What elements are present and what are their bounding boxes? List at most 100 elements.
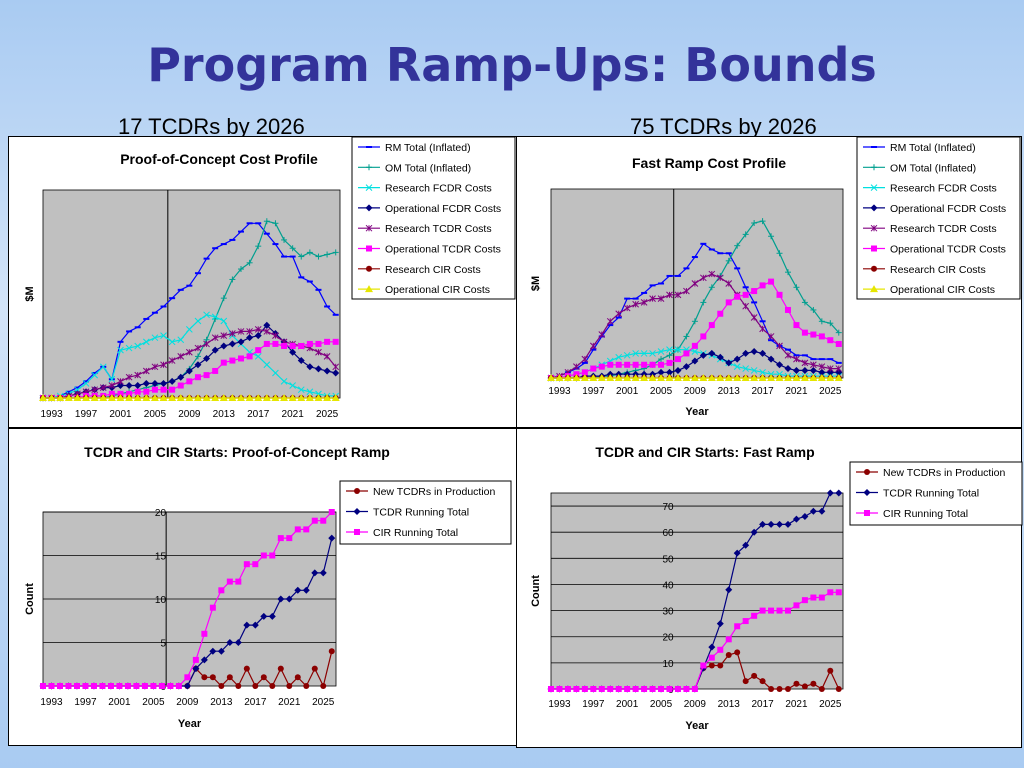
- data-point-b: [108, 375, 116, 383]
- legend-label: RM Total (Inflated): [890, 142, 976, 154]
- data-point: [658, 361, 665, 368]
- data-point: [286, 535, 293, 542]
- data-point: [294, 586, 302, 594]
- data-point: [741, 374, 750, 381]
- data-point: [143, 388, 150, 395]
- x-tick-label: 2017: [247, 409, 270, 420]
- x-tick-label: 2013: [718, 699, 741, 710]
- data-point: [229, 357, 236, 364]
- data-point: [590, 365, 597, 372]
- data-point: [203, 340, 210, 348]
- data-point: [623, 374, 632, 381]
- data-point: [792, 515, 800, 523]
- data-point: [255, 347, 262, 354]
- data-point: [194, 353, 201, 360]
- data-point-b: [134, 342, 142, 350]
- legend-entry: Operational FCDR Costs: [358, 203, 501, 215]
- data-point: [235, 578, 242, 585]
- data-point: [289, 382, 297, 389]
- x-tick-label: 1997: [582, 699, 605, 710]
- data-point: [690, 374, 699, 381]
- data-point: [254, 326, 262, 333]
- chart-svg-3: TCDR and CIR Starts: Fast Ramp 10 20 30 40 50…: [530, 444, 1023, 732]
- data-point: [125, 382, 133, 390]
- data-point: [99, 363, 107, 371]
- data-point: [691, 686, 698, 692]
- data-point: [742, 349, 750, 357]
- data-point: [742, 618, 749, 625]
- data-point: [783, 374, 792, 381]
- legend-marker: [353, 508, 361, 515]
- data-point-b: [272, 369, 279, 377]
- data-point: [245, 394, 254, 401]
- data-point: [254, 353, 262, 360]
- legend-label: Operational TCDR Costs: [385, 244, 501, 256]
- data-point: [750, 374, 759, 381]
- data-point: [56, 394, 65, 401]
- data-point: [691, 357, 699, 365]
- x-tick-label: 1997: [75, 409, 98, 420]
- data-point: [632, 300, 639, 308]
- legend-entry: Operational TCDR Costs: [863, 244, 1006, 256]
- y-tick-label: 5: [160, 639, 166, 650]
- left-heading: 17 TCDRs by 2026: [118, 114, 305, 139]
- data-point: [306, 340, 313, 347]
- data-point: [768, 278, 775, 285]
- data-point: [641, 361, 648, 368]
- data-point-b: [623, 351, 631, 359]
- data-point: [311, 569, 319, 577]
- data-point: [606, 374, 615, 381]
- data-point: [810, 594, 817, 601]
- legend-entry: RM Total (Inflated): [358, 142, 471, 154]
- data-point: [39, 394, 47, 401]
- data-point: [751, 220, 758, 227]
- y-tick-label: 50: [663, 554, 675, 565]
- legend-entry: CIR Running Total: [856, 508, 968, 520]
- data-point: [649, 686, 656, 692]
- data-point: [767, 520, 775, 528]
- data-point: [818, 363, 826, 371]
- legend-marker: [870, 184, 878, 191]
- data-point: [328, 534, 336, 542]
- data-point-b: [297, 386, 305, 394]
- data-point: [606, 317, 614, 325]
- data-point: [750, 348, 758, 356]
- data-point: [641, 686, 648, 692]
- data-point-b: [674, 346, 682, 354]
- data-point: [142, 394, 151, 401]
- data-point: [733, 363, 741, 371]
- data-point: [177, 353, 185, 360]
- data-point-b: [666, 346, 673, 354]
- data-point: [332, 369, 340, 377]
- data-point-b: [168, 338, 176, 346]
- data-point: [125, 394, 134, 401]
- data-point: [229, 276, 236, 283]
- data-point: [700, 662, 707, 669]
- x-tick-label: 2013: [210, 697, 233, 708]
- data-point: [649, 361, 656, 368]
- data-point: [168, 357, 176, 364]
- data-point: [657, 374, 666, 381]
- data-point: [733, 355, 741, 363]
- legend-label: CIR Running Total: [883, 508, 968, 520]
- data-point: [573, 686, 580, 692]
- data-point: [699, 374, 708, 381]
- data-point: [185, 367, 193, 375]
- x-axis-label: Year: [685, 406, 709, 418]
- data-point: [218, 683, 225, 689]
- data-point-b: [615, 353, 623, 361]
- x-tick-label: 2025: [312, 697, 335, 708]
- y-tick-label: 15: [155, 552, 167, 563]
- data-point: [220, 295, 227, 302]
- data-point: [580, 374, 589, 381]
- data-point: [751, 672, 758, 679]
- data-point: [254, 394, 263, 401]
- data-point: [750, 314, 758, 321]
- data-point: [315, 340, 322, 347]
- x-tick-label: 1993: [548, 699, 571, 710]
- data-point: [124, 683, 131, 689]
- data-point: [801, 597, 808, 604]
- data-point-b: [82, 380, 90, 387]
- x-tick-label: 2009: [684, 386, 707, 397]
- data-point: [768, 607, 775, 614]
